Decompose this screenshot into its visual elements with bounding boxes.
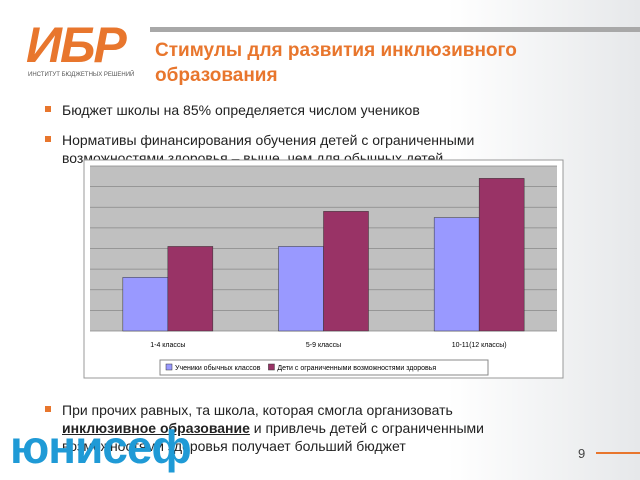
legend-box bbox=[159, 359, 489, 376]
bar bbox=[433, 217, 480, 332]
page-line bbox=[596, 452, 640, 454]
emphasis: инклюзивное образование bbox=[62, 420, 250, 436]
x-tick-label: 10-11(12 классы) bbox=[452, 342, 507, 349]
legend-swatch bbox=[268, 363, 275, 371]
slide-title: Стимулы для развития инклюзивного образо… bbox=[155, 40, 517, 86]
bullet-text: Бюджет школы на 85% определяется числом … bbox=[62, 102, 420, 118]
bar bbox=[122, 277, 169, 332]
page-number: 9 bbox=[578, 446, 586, 461]
bar bbox=[167, 246, 214, 332]
logo-caption: ИНСТИТУТ БЮДЖЕТНЫХ РЕШЕНИЙ bbox=[28, 72, 135, 78]
x-tick-label: 1-4 классы bbox=[150, 342, 185, 349]
bullet: Бюджет школы на 85% определяется числом … bbox=[45, 101, 542, 119]
bullet-text: и привлечь детей с ограниченными возможн… bbox=[62, 420, 484, 454]
bullet: При прочих равных, та школа, которая смо… bbox=[45, 401, 542, 455]
bullet-text: При прочих равных, та школа, которая смо… bbox=[62, 402, 453, 418]
legend-swatch bbox=[165, 363, 173, 371]
legend-label: Ученики обычных классов bbox=[175, 364, 261, 372]
logo: ИБР bbox=[26, 17, 127, 73]
top-bar bbox=[150, 27, 640, 32]
legend-label: Дети с ограниченными возможностями здоро… bbox=[277, 365, 436, 372]
bar bbox=[323, 211, 369, 332]
bar bbox=[478, 178, 525, 332]
unicef-logo: юнисеф bbox=[10, 421, 192, 473]
bar bbox=[278, 246, 324, 332]
x-tick-label: 5-9 классы bbox=[306, 342, 341, 349]
